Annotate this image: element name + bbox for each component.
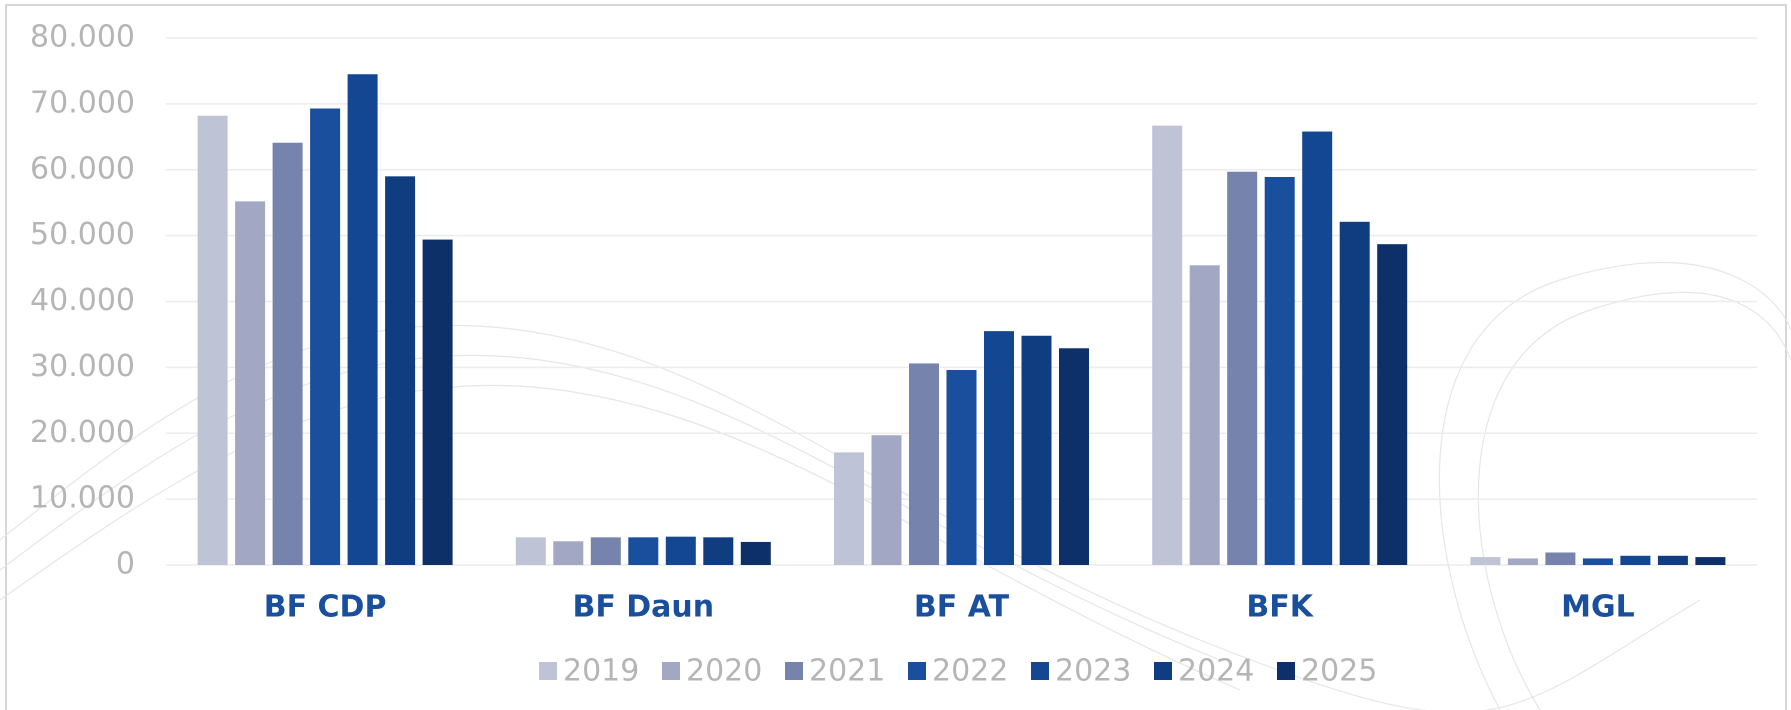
y-tick-label: 50.000 (30, 217, 135, 252)
bar (197, 115, 228, 566)
y-tick-label: 10.000 (30, 481, 135, 516)
bar (1377, 244, 1408, 565)
legend-label: 2022 (932, 654, 1008, 689)
legend-label: 2025 (1301, 654, 1377, 689)
bar (871, 435, 902, 565)
y-tick-label: 30.000 (30, 349, 135, 384)
legend-swatch (662, 662, 680, 680)
bar (946, 370, 977, 565)
bar (1021, 335, 1052, 565)
bar (1264, 176, 1295, 565)
x-tick-label: BFK (1246, 590, 1314, 625)
y-tick-label: 60.000 (30, 151, 135, 186)
bar (1657, 555, 1688, 565)
x-tick-label: MGL (1561, 590, 1635, 625)
bar (1059, 348, 1089, 565)
bar (1620, 555, 1651, 565)
legend-swatch (785, 662, 803, 680)
bar (553, 541, 584, 565)
x-tick-label: BF AT (914, 590, 1010, 625)
bar (1227, 171, 1258, 565)
bar (740, 541, 771, 565)
bar (1152, 125, 1183, 566)
legend-label: 2024 (1178, 654, 1254, 689)
bar (347, 74, 378, 565)
chart-frame (5, 4, 1787, 710)
bar (1545, 552, 1576, 565)
bar (235, 201, 266, 565)
bar (1339, 221, 1370, 565)
y-tick-label: 20.000 (30, 415, 135, 450)
x-tick-label: BF Daun (572, 590, 714, 625)
bar (272, 142, 303, 565)
bar (984, 331, 1014, 565)
y-tick-label: 70.000 (30, 85, 135, 120)
bar (385, 176, 416, 565)
bar (422, 239, 453, 565)
bar (1189, 265, 1220, 565)
legend-swatch (1031, 662, 1049, 680)
bar (590, 537, 621, 565)
bar (1507, 558, 1538, 565)
legend-label: 2020 (686, 654, 762, 689)
y-tick-label: 80.000 (30, 20, 135, 55)
bar (909, 363, 939, 565)
bar (1695, 557, 1726, 565)
y-tick-label: 40.000 (30, 283, 135, 318)
bar (628, 537, 659, 565)
legend-swatch (539, 662, 557, 680)
legend-label: 2019 (563, 654, 639, 689)
bar (1582, 558, 1613, 565)
legend-swatch (1154, 662, 1172, 680)
x-tick-label: BF CDP (264, 590, 387, 625)
legend-label: 2021 (809, 654, 885, 689)
bar (1302, 131, 1333, 566)
legend-label: 2023 (1055, 654, 1131, 689)
bar (834, 452, 864, 565)
legend-swatch (908, 662, 926, 680)
legend-swatch (1277, 662, 1295, 680)
bar (515, 537, 546, 565)
bar (703, 537, 734, 565)
bar (665, 536, 696, 565)
y-tick-label: 0 (116, 547, 135, 582)
bar (1470, 557, 1501, 565)
bar (310, 108, 341, 565)
